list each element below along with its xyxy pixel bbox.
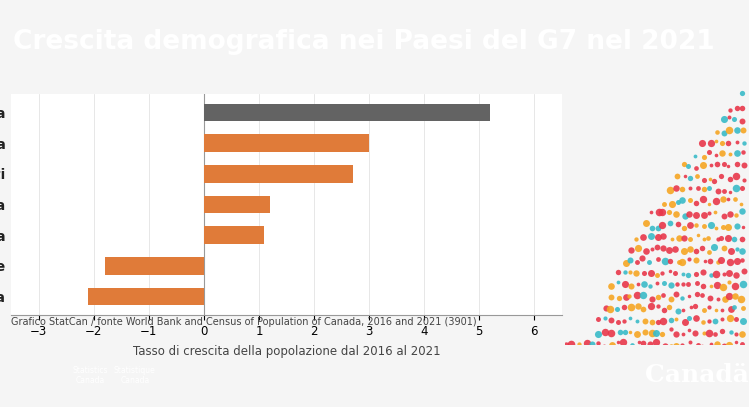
Bar (105, 257, 204, 275)
Bar (88, 288, 204, 305)
Text: Crescita demografica nei Paesi del G7 nel 2021: Crescita demografica nei Paesi del G7 ne… (13, 29, 715, 55)
Bar (204, 165, 353, 183)
Bar (204, 196, 270, 213)
X-axis label: Tasso di crescita della popolazione dal 2016 al 2021: Tasso di crescita della popolazione dal … (133, 345, 440, 358)
Text: Canadä: Canadä (645, 363, 748, 387)
Text: Grafico StatCan / fonte World Bank and Census of Population of Canada, 2016 and : Grafico StatCan / fonte World Bank and C… (11, 317, 477, 327)
Bar (204, 134, 369, 152)
Bar (204, 104, 490, 121)
Text: Statistique
Canada: Statistique Canada (114, 366, 156, 385)
Text: Statistics
Canada: Statistics Canada (72, 366, 108, 385)
Bar (204, 226, 264, 244)
